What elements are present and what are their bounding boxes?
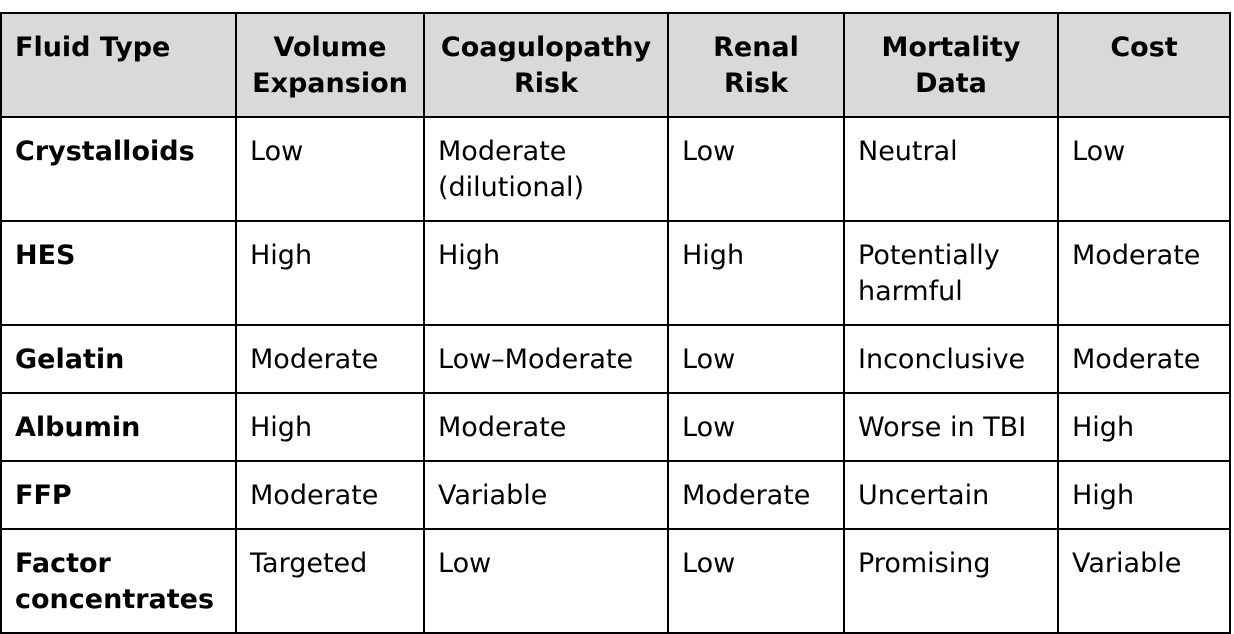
row-label: Factor concentrates bbox=[0, 528, 237, 634]
row-label: Gelatin bbox=[0, 324, 237, 394]
header-cost: Cost bbox=[1057, 12, 1231, 118]
table-body: Crystalloids Low Moderate (dilutional) L… bbox=[0, 116, 1231, 634]
header-row: Fluid Type Volume Expansion Coagulopathy… bbox=[0, 12, 1231, 118]
cost-cell: High bbox=[1057, 392, 1231, 462]
coagulopathy-risk-cell: High bbox=[423, 220, 669, 326]
fluid-comparison-table: Fluid Type Volume Expansion Coagulopathy… bbox=[0, 12, 1231, 634]
mortality-data-cell: Uncertain bbox=[843, 460, 1059, 530]
row-label: HES bbox=[0, 220, 237, 326]
coagulopathy-risk-cell: Moderate (dilutional) bbox=[423, 116, 669, 222]
volume-expansion-cell: Moderate bbox=[235, 324, 425, 394]
table-row: FFP Moderate Variable Moderate Uncertain… bbox=[0, 460, 1231, 530]
table-header: Fluid Type Volume Expansion Coagulopathy… bbox=[0, 12, 1231, 118]
row-label: FFP bbox=[0, 460, 237, 530]
mortality-data-cell: Worse in TBI bbox=[843, 392, 1059, 462]
table-row: Gelatin Moderate Low–Moderate Low Inconc… bbox=[0, 324, 1231, 394]
table-row: Albumin High Moderate Low Worse in TBI H… bbox=[0, 392, 1231, 462]
cost-cell: Moderate bbox=[1057, 220, 1231, 326]
volume-expansion-cell: High bbox=[235, 220, 425, 326]
table-row: Crystalloids Low Moderate (dilutional) L… bbox=[0, 116, 1231, 222]
header-fluid-type: Fluid Type bbox=[0, 12, 237, 118]
mortality-data-cell: Potentially harmful bbox=[843, 220, 1059, 326]
row-label: Crystalloids bbox=[0, 116, 237, 222]
table-row: Factor concentrates Targeted Low Low Pro… bbox=[0, 528, 1231, 634]
renal-risk-cell: Low bbox=[667, 116, 845, 222]
table-row: HES High High High Potentially harmful M… bbox=[0, 220, 1231, 326]
mortality-data-cell: Promising bbox=[843, 528, 1059, 634]
cost-cell: Moderate bbox=[1057, 324, 1231, 394]
row-label: Albumin bbox=[0, 392, 237, 462]
volume-expansion-cell: Low bbox=[235, 116, 425, 222]
coagulopathy-risk-cell: Low bbox=[423, 528, 669, 634]
header-renal-risk: Renal Risk bbox=[667, 12, 845, 118]
volume-expansion-cell: Moderate bbox=[235, 460, 425, 530]
header-coagulopathy-risk: Coagulopathy Risk bbox=[423, 12, 669, 118]
header-volume-expansion: Volume Expansion bbox=[235, 12, 425, 118]
cost-cell: Variable bbox=[1057, 528, 1231, 634]
mortality-data-cell: Neutral bbox=[843, 116, 1059, 222]
renal-risk-cell: Low bbox=[667, 392, 845, 462]
volume-expansion-cell: High bbox=[235, 392, 425, 462]
cost-cell: High bbox=[1057, 460, 1231, 530]
cost-cell: Low bbox=[1057, 116, 1231, 222]
renal-risk-cell: High bbox=[667, 220, 845, 326]
header-mortality-data: Mortality Data bbox=[843, 12, 1059, 118]
coagulopathy-risk-cell: Variable bbox=[423, 460, 669, 530]
renal-risk-cell: Low bbox=[667, 324, 845, 394]
coagulopathy-risk-cell: Low–Moderate bbox=[423, 324, 669, 394]
volume-expansion-cell: Targeted bbox=[235, 528, 425, 634]
coagulopathy-risk-cell: Moderate bbox=[423, 392, 669, 462]
mortality-data-cell: Inconclusive bbox=[843, 324, 1059, 394]
renal-risk-cell: Moderate bbox=[667, 460, 845, 530]
renal-risk-cell: Low bbox=[667, 528, 845, 634]
